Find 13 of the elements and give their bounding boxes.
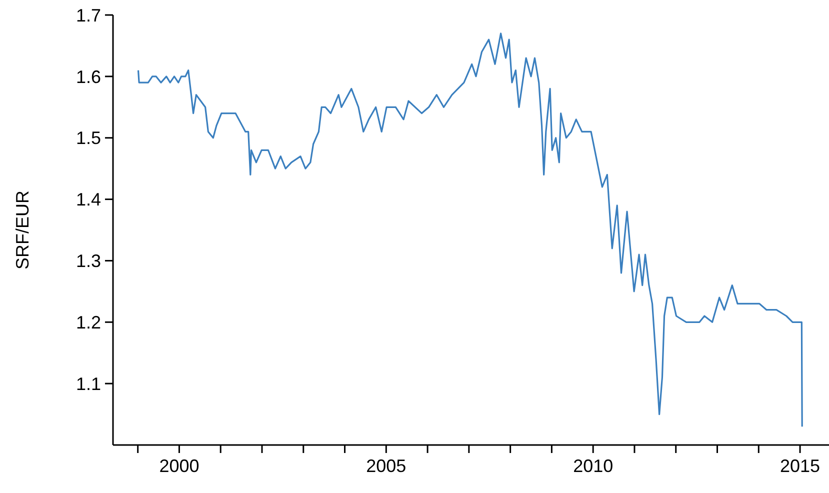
x-tick-label: 2005: [366, 456, 406, 476]
x-tick-label: 2000: [159, 456, 200, 476]
x-tick-label: 2010: [573, 456, 614, 476]
y-tick-label: 1.5: [76, 128, 101, 148]
y-tick-label: 1.4: [76, 190, 101, 210]
y-tick-label: 1.6: [76, 66, 101, 87]
y-tick-label: 1.1: [76, 374, 101, 394]
y-tick-label: 1.3: [76, 251, 101, 272]
y-axis-title: SRF/EUR: [12, 190, 32, 270]
y-tick-label: 1.7: [76, 5, 101, 26]
line-series: [137, 32, 803, 428]
x-tick-label: 2015: [780, 456, 820, 476]
y-tick-label: 1.2: [76, 312, 101, 333]
